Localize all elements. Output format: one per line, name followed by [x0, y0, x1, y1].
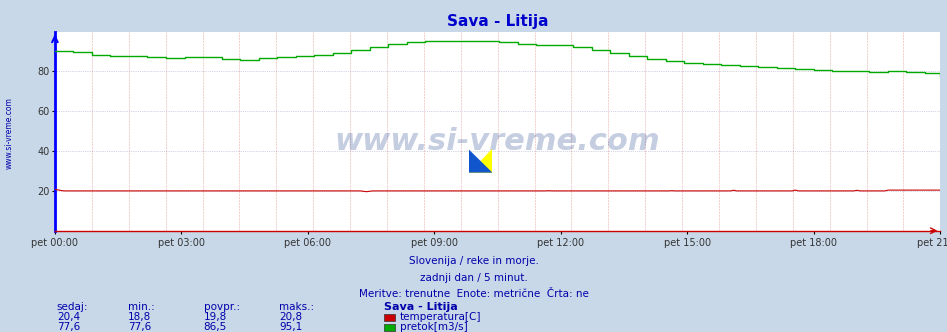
Text: 86,5: 86,5: [204, 322, 227, 332]
Text: www.si-vreme.com: www.si-vreme.com: [335, 126, 660, 156]
Text: www.si-vreme.com: www.si-vreme.com: [5, 97, 14, 169]
Text: min.:: min.:: [128, 302, 154, 312]
Text: 18,8: 18,8: [128, 312, 152, 322]
Text: temperatura[C]: temperatura[C]: [400, 312, 481, 322]
Polygon shape: [469, 149, 492, 173]
Text: Sava - Litija: Sava - Litija: [384, 302, 457, 312]
Text: pretok[m3/s]: pretok[m3/s]: [400, 322, 468, 332]
Polygon shape: [469, 149, 492, 173]
Title: Sava - Litija: Sava - Litija: [447, 14, 548, 29]
Text: 95,1: 95,1: [279, 322, 303, 332]
Text: 20,4: 20,4: [57, 312, 80, 322]
Text: 77,6: 77,6: [57, 322, 80, 332]
Text: zadnji dan / 5 minut.: zadnji dan / 5 minut.: [420, 273, 527, 283]
Text: 19,8: 19,8: [204, 312, 227, 322]
Text: 20,8: 20,8: [279, 312, 302, 322]
Text: Meritve: trenutne  Enote: metrične  Črta: ne: Meritve: trenutne Enote: metrične Črta: …: [359, 289, 588, 299]
Text: Slovenija / reke in morje.: Slovenija / reke in morje.: [408, 256, 539, 266]
Text: povpr.:: povpr.:: [204, 302, 240, 312]
Text: maks.:: maks.:: [279, 302, 314, 312]
Text: sedaj:: sedaj:: [57, 302, 88, 312]
Text: 77,6: 77,6: [128, 322, 152, 332]
